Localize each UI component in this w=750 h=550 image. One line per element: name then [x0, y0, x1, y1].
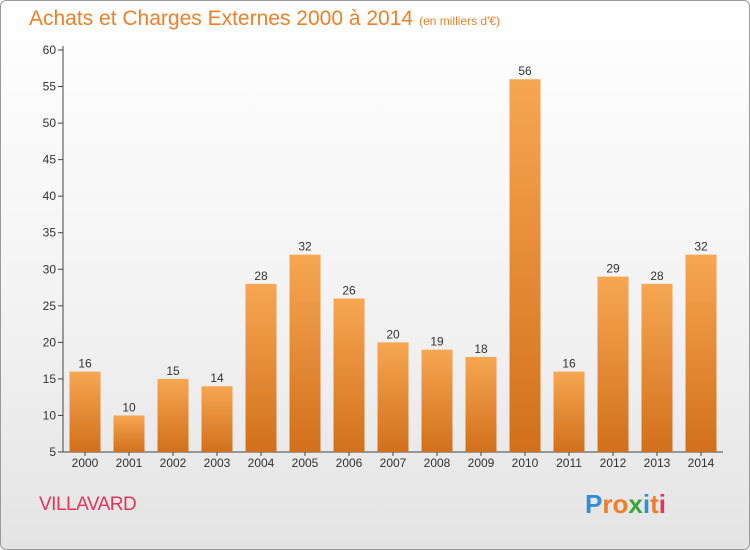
- y-tick-label: 50: [43, 116, 57, 130]
- data-label: 14: [210, 371, 224, 385]
- x-tick-label: 2006: [336, 456, 363, 470]
- y-tick-label: 25: [43, 299, 57, 313]
- x-tick-label: 2000: [72, 456, 99, 470]
- x-tick-label: 2009: [468, 456, 495, 470]
- bar: [201, 386, 233, 452]
- logo-letter: P: [585, 489, 603, 519]
- x-tick-label: 2002: [160, 456, 187, 470]
- y-tick-label: 60: [43, 43, 57, 57]
- y-tick-label: 5: [49, 445, 56, 459]
- data-label: 56: [518, 64, 532, 78]
- x-tick-label: 2007: [380, 456, 407, 470]
- bar: [245, 283, 277, 452]
- logo-letter: i: [642, 489, 651, 519]
- x-tick-label: 2003: [204, 456, 231, 470]
- data-label: 32: [298, 240, 312, 254]
- bar: [553, 371, 585, 452]
- x-tick-label: 2005: [292, 456, 319, 470]
- bar: [377, 342, 409, 452]
- data-label: 10: [122, 400, 136, 414]
- x-tick-label: 2013: [644, 456, 671, 470]
- chart-title-text: Achats et Charges Externes 2000 à 2014: [29, 7, 414, 30]
- proxiti-logo[interactable]: Proxiti: [585, 489, 666, 520]
- bar: [465, 356, 497, 452]
- y-tick-label: 40: [43, 189, 57, 203]
- logo-letter: i: [658, 489, 666, 519]
- bar: [333, 298, 365, 452]
- x-tick-label: 2004: [248, 456, 275, 470]
- data-label: 32: [694, 240, 708, 254]
- logo-letter: o: [612, 489, 629, 519]
- chart-subtitle: (en milliers d'€): [419, 14, 501, 28]
- bar: [289, 254, 321, 452]
- logo-letter: r: [602, 489, 613, 519]
- bar: [509, 79, 541, 453]
- bar: [421, 349, 453, 452]
- bar: [641, 283, 673, 452]
- y-tick-label: 10: [43, 408, 57, 422]
- data-label: 26: [342, 284, 356, 298]
- data-label: 19: [430, 335, 444, 349]
- bar: [113, 415, 145, 452]
- logo-letter: x: [628, 489, 643, 519]
- data-label: 20: [386, 327, 400, 341]
- x-tick-label: 2011: [556, 456, 582, 470]
- location-label: VILLAVARD: [39, 494, 137, 515]
- bar: [597, 276, 629, 452]
- y-tick-label: 15: [43, 372, 57, 386]
- data-label: 28: [254, 269, 268, 283]
- chart-title: Achats et Charges Externes 2000 à 2014 (e…: [29, 7, 500, 31]
- x-tick-label: 2008: [424, 456, 451, 470]
- data-label: 28: [650, 269, 664, 283]
- y-tick-label: 55: [43, 80, 57, 94]
- x-tick-label: 2014: [688, 456, 715, 470]
- data-label: 16: [78, 357, 92, 371]
- bar: [685, 254, 717, 452]
- bar: [157, 378, 189, 452]
- bar: [69, 371, 101, 452]
- x-tick-label: 2012: [600, 456, 627, 470]
- x-tick-label: 2001: [116, 456, 143, 470]
- data-label: 15: [166, 364, 180, 378]
- y-tick-label: 35: [43, 226, 57, 240]
- logo-letter: t: [650, 489, 659, 519]
- y-tick-label: 45: [43, 153, 57, 167]
- data-label: 16: [562, 357, 576, 371]
- data-label: 29: [606, 262, 620, 276]
- data-label: 18: [474, 342, 488, 356]
- y-tick-label: 20: [43, 335, 57, 349]
- y-tick-label: 30: [43, 262, 57, 276]
- x-tick-label: 2010: [512, 456, 539, 470]
- bars: 16 10 15 14 28 32 26 20 19 18 56 16 29 28 32: [69, 64, 717, 453]
